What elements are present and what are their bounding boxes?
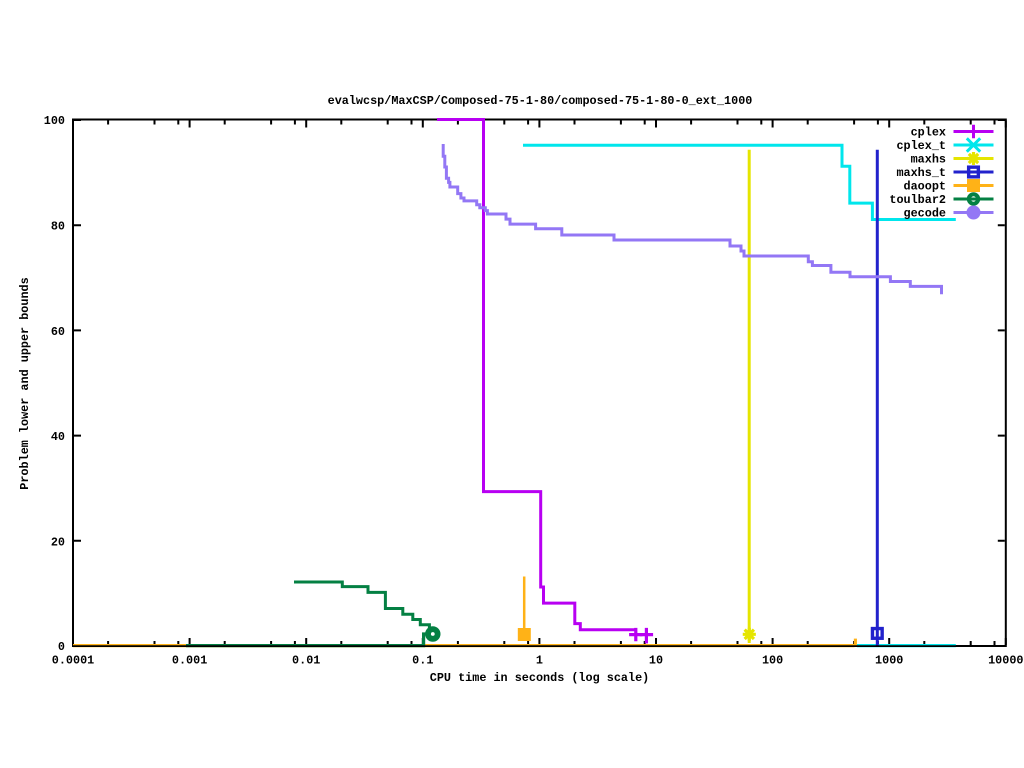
svg-text:daoopt: daoopt xyxy=(904,180,946,194)
svg-text:60: 60 xyxy=(51,325,65,339)
svg-text:20: 20 xyxy=(51,536,65,550)
svg-text:0.0001: 0.0001 xyxy=(52,654,94,668)
svg-text:0.1: 0.1 xyxy=(412,654,433,668)
svg-text:evalwcsp/MaxCSP/Composed-75-1-: evalwcsp/MaxCSP/Composed-75-1-80/compose… xyxy=(328,94,753,108)
svg-text:0.01: 0.01 xyxy=(292,654,320,668)
svg-text:40: 40 xyxy=(51,430,65,444)
svg-text:0: 0 xyxy=(58,640,65,654)
svg-text:maxhs_t: maxhs_t xyxy=(896,166,946,180)
svg-text:100: 100 xyxy=(762,654,783,668)
svg-text:1: 1 xyxy=(536,654,543,668)
svg-text:cplex: cplex xyxy=(911,126,946,140)
svg-text:100: 100 xyxy=(44,114,65,128)
svg-text:0.001: 0.001 xyxy=(172,654,207,668)
svg-text:gecode: gecode xyxy=(904,207,946,221)
svg-text:cplex_t: cplex_t xyxy=(896,139,946,153)
svg-text:Problem lower and upper bounds: Problem lower and upper bounds xyxy=(18,277,32,489)
svg-text:80: 80 xyxy=(51,220,65,234)
svg-text:maxhs: maxhs xyxy=(911,153,946,167)
svg-text:toulbar2: toulbar2 xyxy=(889,193,946,207)
svg-text:1000: 1000 xyxy=(875,654,903,668)
svg-text:10000: 10000 xyxy=(988,654,1023,668)
svg-text:CPU time in seconds (log scale: CPU time in seconds (log scale) xyxy=(430,671,649,685)
svg-text:10: 10 xyxy=(649,654,663,668)
